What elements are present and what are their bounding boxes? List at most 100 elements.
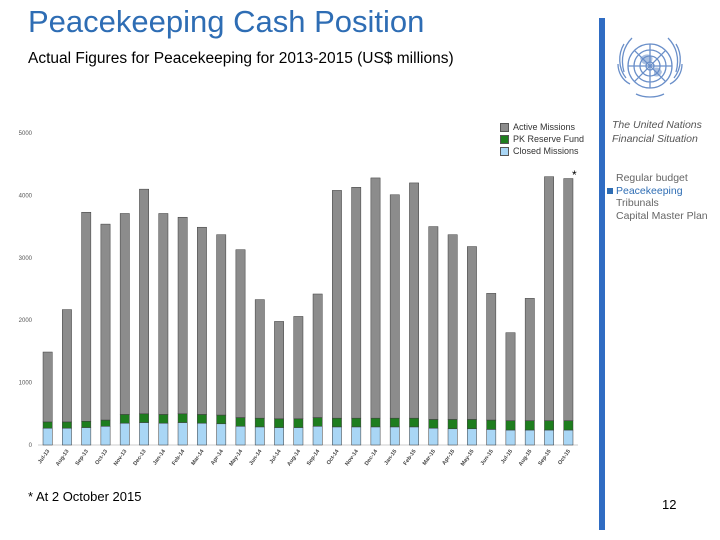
y-tick-label: 0 bbox=[29, 443, 33, 449]
bar-segment-pk-reserve-fund bbox=[197, 414, 207, 424]
x-tick-label: Aug-14 bbox=[286, 448, 302, 467]
bar-segment-closed-missions bbox=[100, 426, 111, 446]
bar-segment-closed-missions bbox=[119, 422, 130, 446]
bar-segment-pk-reserve-fund bbox=[447, 419, 458, 430]
bar-segment-pk-reserve-fund bbox=[254, 417, 265, 428]
x-tick-label: Jul-13 bbox=[37, 449, 51, 465]
bar-segment-pk-reserve-fund bbox=[486, 419, 497, 430]
sidebar-item-tribunals[interactable]: Tribunals bbox=[616, 197, 659, 209]
y-tick-label: 5000 bbox=[19, 131, 33, 137]
legend-item-pk-reserve-fund: PK Reserve Fund bbox=[500, 133, 584, 145]
bar-segment-closed-missions bbox=[139, 422, 149, 446]
bar-segment-active-missions bbox=[447, 234, 458, 420]
bar-segment-active-missions bbox=[235, 249, 246, 418]
y-tick-label: 1000 bbox=[19, 381, 33, 387]
bar-segment-active-missions bbox=[197, 226, 207, 415]
bar-segment-active-missions bbox=[351, 187, 362, 419]
x-tick-label: May-14 bbox=[229, 448, 245, 467]
bar-segment-active-missions bbox=[293, 316, 304, 420]
bar-segment-active-missions bbox=[332, 190, 342, 419]
bar-segment-active-missions bbox=[428, 226, 439, 420]
y-tick-label: 3000 bbox=[19, 256, 33, 262]
x-tick-label: Jan-14 bbox=[152, 448, 167, 466]
bar-segment-pk-reserve-fund bbox=[158, 414, 169, 424]
x-tick-label: Apr-14 bbox=[210, 448, 225, 466]
accent-divider bbox=[599, 18, 605, 530]
bar-segment-pk-reserve-fund bbox=[409, 417, 419, 428]
bar-segment-active-missions bbox=[216, 234, 227, 416]
x-axis: Jul-13 Aug-13 Sep-13 Oct-13 Nov-13 Dec-13 Jan-… bbox=[37, 448, 572, 467]
bar-segment-active-missions bbox=[158, 213, 169, 415]
bar-segment-pk-reserve-fund bbox=[524, 420, 535, 431]
x-tick-label: Sep-13 bbox=[75, 449, 90, 467]
bar-segment-active-missions bbox=[254, 299, 265, 419]
bar-segment-closed-missions bbox=[312, 426, 323, 446]
bar-segment-closed-missions bbox=[158, 422, 169, 446]
y-tick-label: 2000 bbox=[19, 318, 33, 324]
chart-legend: Active Missions PK Reserve Fund Closed M… bbox=[500, 121, 584, 157]
x-tick-label: Oct-14 bbox=[326, 448, 341, 466]
chart-annotation: * bbox=[572, 168, 577, 182]
sidebar-title-line2: Financial Situation bbox=[612, 133, 698, 145]
bar-segment-closed-missions bbox=[216, 423, 227, 446]
bar-segment-closed-missions bbox=[293, 427, 304, 446]
x-tick-label: Oct-15 bbox=[557, 449, 572, 466]
bar-segment-pk-reserve-fund bbox=[332, 417, 342, 428]
bar-segment-active-missions bbox=[524, 298, 535, 421]
x-tick-label: Aug-15 bbox=[518, 449, 534, 468]
sidebar-title-line1: The United Nations bbox=[612, 119, 702, 131]
bar-segment-pk-reserve-fund bbox=[62, 421, 72, 429]
sidebar-item-peacekeeping[interactable]: Peacekeeping bbox=[607, 185, 708, 198]
bar-segment-closed-missions bbox=[332, 426, 342, 446]
x-tick-label: Feb-14 bbox=[171, 448, 187, 467]
x-tick-label: Nov-14 bbox=[344, 448, 360, 467]
page-number: 12 bbox=[662, 497, 677, 512]
bar-segment-pk-reserve-fund bbox=[177, 413, 188, 423]
x-tick-label: Dec-13 bbox=[132, 449, 147, 467]
sidebar-nav: Regular budget Peacekeeping Tribunals Ca… bbox=[607, 172, 708, 222]
bar-segment-active-missions bbox=[563, 178, 574, 421]
bar-segment-closed-missions bbox=[197, 422, 207, 446]
bar-segment-active-missions bbox=[100, 223, 111, 421]
bar-segment-closed-missions bbox=[235, 426, 246, 446]
bar-segment-closed-missions bbox=[447, 428, 458, 446]
bar-segment-pk-reserve-fund bbox=[139, 413, 149, 423]
x-tick-label: Aug-13 bbox=[55, 449, 71, 468]
bar-segment-pk-reserve-fund bbox=[351, 417, 362, 428]
x-tick-label: Apr-15 bbox=[441, 449, 456, 467]
bar-segment-closed-missions bbox=[42, 427, 53, 446]
page-title: Peacekeeping Cash Position bbox=[28, 4, 425, 39]
bar-segment-active-missions bbox=[370, 177, 381, 419]
sidebar-item-regular-budget[interactable]: Regular budget bbox=[616, 172, 688, 184]
bar-segment-pk-reserve-fund bbox=[467, 419, 477, 430]
bar-segment-active-missions bbox=[81, 211, 92, 422]
bar-segment-pk-reserve-fund bbox=[235, 417, 246, 427]
bar-segment-closed-missions bbox=[254, 426, 265, 446]
bar-segment-closed-missions bbox=[177, 422, 188, 446]
bar-segment-pk-reserve-fund bbox=[505, 420, 516, 431]
x-tick-label: Feb-15 bbox=[403, 449, 418, 467]
bars bbox=[42, 176, 574, 446]
bar-segment-pk-reserve-fund bbox=[544, 420, 554, 431]
x-tick-label: Jul-14 bbox=[269, 448, 284, 465]
bar-segment-closed-missions bbox=[544, 429, 554, 446]
footnote: * At 2 October 2015 bbox=[28, 489, 142, 504]
bar-segment-active-missions bbox=[544, 176, 554, 421]
x-tick-label: Jul-15 bbox=[500, 449, 514, 465]
x-tick-label: Oct-13 bbox=[94, 449, 109, 466]
bar-segment-closed-missions bbox=[62, 427, 72, 446]
bar-segment-pk-reserve-fund bbox=[119, 414, 130, 424]
bar-segment-closed-missions bbox=[505, 429, 516, 446]
bar-segment-active-missions bbox=[505, 332, 516, 421]
bar-segment-pk-reserve-fund bbox=[274, 418, 284, 428]
bar-segment-pk-reserve-fund bbox=[389, 417, 400, 428]
x-tick-label: May-15 bbox=[460, 449, 476, 468]
sidebar-item-capital-master-plan[interactable]: Capital Master Plan bbox=[616, 209, 708, 222]
bar-segment-pk-reserve-fund bbox=[81, 421, 92, 428]
bar-segment-pk-reserve-fund bbox=[563, 420, 574, 431]
x-tick-label: Sep-15 bbox=[537, 449, 552, 467]
bar-segment-active-missions bbox=[62, 309, 72, 423]
bar-segment-closed-missions bbox=[486, 429, 497, 446]
page-subtitle: Actual Figures for Peacekeeping for 2013… bbox=[28, 50, 454, 67]
bar-segment-active-missions bbox=[486, 293, 497, 421]
